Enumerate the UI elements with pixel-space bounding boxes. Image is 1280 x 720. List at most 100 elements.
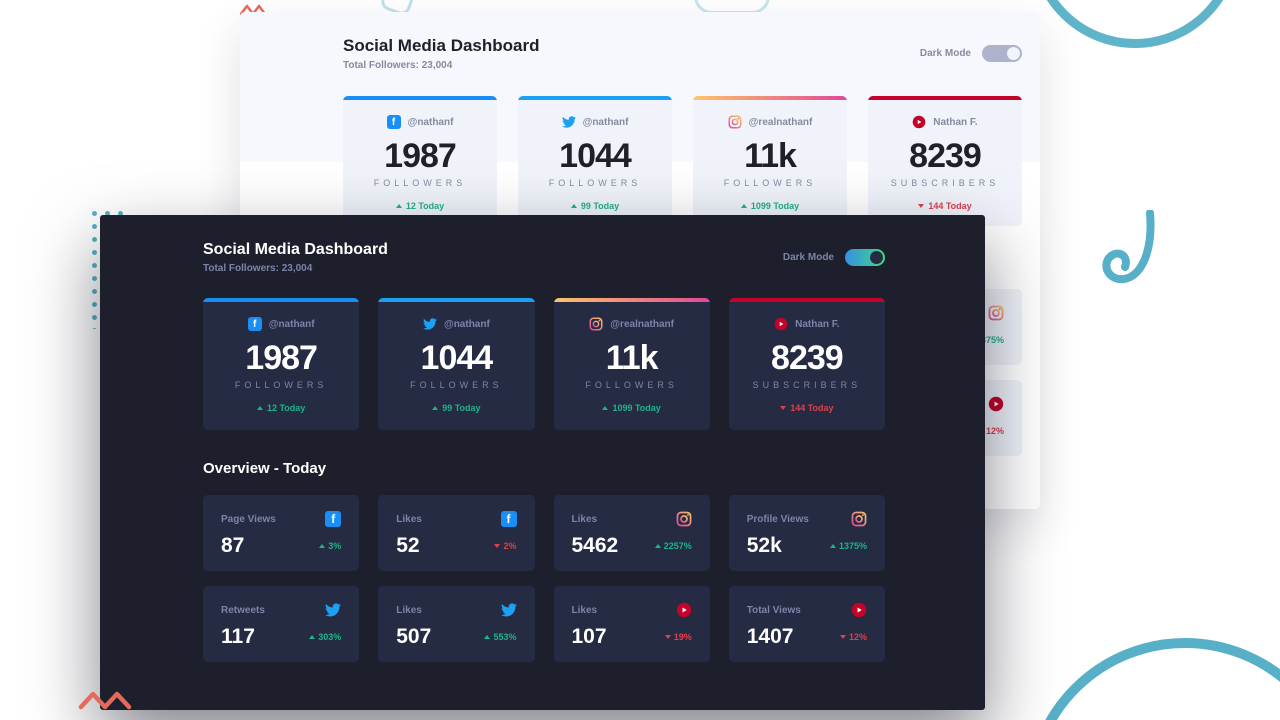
- overview-card-facebook-likes: Likes 52 2%: [378, 495, 535, 571]
- header-titles: Social Media Dashboard Total Followers: …: [203, 241, 388, 274]
- youtube-icon: [851, 602, 867, 618]
- follower-label: FOLLOWERS: [548, 178, 642, 188]
- account-handle: @nathanf: [407, 116, 454, 128]
- follower-count: 1987: [384, 137, 457, 175]
- change-value: 19%: [673, 632, 692, 642]
- overview-card-grid: Page Views 87 3% Likes 52 2% Likes 5462 225…: [203, 495, 885, 662]
- account-handle: @realnathanf: [748, 116, 813, 128]
- metric-title: Total Views: [746, 604, 801, 616]
- follower-card-grid: @nathanf 1987 FOLLOWERS 12 Today @nathan…: [343, 96, 1022, 226]
- change-value: 12 Today: [405, 201, 445, 211]
- twitter-icon: [500, 603, 517, 617]
- dark-mode-control: Dark Mode: [783, 249, 885, 266]
- follower-label: FOLLOWERS: [410, 380, 503, 390]
- follower-card-instagram: @realnathanf 11k FOLLOWERS 1099 Today: [693, 96, 847, 226]
- metric-value: 1407: [746, 625, 794, 648]
- instagram-icon: [988, 305, 1004, 321]
- total-followers: Total Followers: 23,004: [343, 60, 453, 71]
- up-arrow-icon: [309, 635, 316, 639]
- change-value: 99 Today: [442, 403, 481, 413]
- down-arrow-icon: [664, 635, 671, 639]
- follower-card-grid: @nathanf 1987 FOLLOWERS 12 Today @nathan…: [203, 298, 885, 430]
- metric-change: 303%: [309, 632, 341, 642]
- twitter-icon: [325, 603, 342, 617]
- follower-card-instagram: @realnathanf 11k FOLLOWERS 1099 Today: [553, 298, 710, 430]
- metric-value: 507: [396, 625, 432, 648]
- change-value: 1375%: [838, 541, 867, 551]
- metric-change: 553%: [484, 632, 517, 642]
- down-arrow-icon: [839, 635, 846, 639]
- follower-count: 1987: [245, 339, 318, 377]
- overview-title: Overview - Today: [203, 460, 327, 477]
- instagram-icon: [851, 511, 867, 527]
- change-today: 99 Today: [378, 403, 534, 413]
- change-value: 2257%: [663, 541, 692, 551]
- metric-change: 19%: [664, 632, 692, 642]
- follower-card-twitter: @nathanf 1044 FOLLOWERS 99 Today: [378, 298, 535, 430]
- follower-count: 1044: [559, 137, 632, 175]
- metric-title: Profile Views: [746, 513, 809, 525]
- page-title: Social Media Dashboard: [203, 241, 388, 258]
- dashboard-header: Social Media Dashboard Total Followers: …: [343, 36, 1022, 71]
- facebook-icon: [247, 317, 262, 331]
- change-value: 1375%: [975, 335, 1004, 345]
- up-arrow-icon: [570, 204, 577, 208]
- metric-change: 12%: [839, 632, 867, 642]
- twitter-icon: [561, 116, 576, 128]
- up-arrow-icon: [484, 635, 491, 639]
- change-value: 303%: [318, 632, 342, 642]
- metric-title: Likes: [396, 604, 422, 616]
- change-value: 144 Today: [790, 403, 834, 413]
- dark-mode-toggle[interactable]: [845, 249, 885, 266]
- metric-change: 1375%: [829, 541, 867, 551]
- follower-count: 11k: [605, 339, 659, 377]
- change-value: 1099 Today: [750, 201, 800, 211]
- metric-value: 87: [221, 534, 245, 557]
- follower-label: FOLLOWERS: [234, 380, 328, 390]
- change-value: 12 Today: [266, 403, 306, 413]
- follower-card-youtube: Nathan F. 8239 SUBSCRIBERS 144 Today: [728, 298, 885, 430]
- change-value: 144 Today: [928, 201, 972, 211]
- down-arrow-icon: [494, 544, 501, 548]
- toggle-knob: [1007, 47, 1020, 60]
- up-arrow-icon: [256, 406, 263, 410]
- follower-label: FOLLOWERS: [585, 380, 678, 390]
- metric-title: Retweets: [221, 604, 265, 616]
- follower-label: FOLLOWERS: [723, 178, 817, 188]
- hook-decoration: [1102, 210, 1155, 284]
- metric-change: 3%: [319, 541, 341, 551]
- metric-value: 5462: [571, 534, 619, 557]
- toggle-knob: [870, 251, 883, 264]
- up-arrow-icon: [432, 406, 439, 410]
- follower-label: FOLLOWERS: [373, 178, 467, 188]
- overview-card-twitter-retweets: Retweets 117 303%: [203, 586, 360, 662]
- change-value: 553%: [493, 632, 517, 642]
- account-handle: @nathanf: [443, 318, 490, 330]
- dashboard-header: Social Media Dashboard Total Followers: …: [203, 241, 885, 274]
- account-handle: Nathan F.: [933, 116, 978, 128]
- up-arrow-icon: [319, 544, 326, 548]
- up-arrow-icon: [829, 544, 836, 548]
- dark-mode-control: Dark Mode: [920, 45, 1022, 62]
- follower-count: 8239: [909, 137, 982, 175]
- follower-card-facebook: @nathanf 1987 FOLLOWERS 12 Today: [203, 298, 360, 430]
- overview-card-twitter-likes: Likes 507 553%: [378, 586, 535, 662]
- youtube-icon: [676, 602, 691, 618]
- account-handle: Nathan F.: [795, 318, 840, 330]
- follower-card-youtube: Nathan F. 8239 SUBSCRIBERS 144 Today: [868, 96, 1022, 226]
- change-today: 144 Today: [868, 201, 1022, 211]
- account-handle: @nathanf: [582, 116, 629, 128]
- overview-card-facebook-page-views: Page Views 87 3%: [203, 495, 360, 571]
- follower-label: SUBSCRIBERS: [752, 380, 862, 390]
- change-value: 99 Today: [580, 201, 620, 211]
- change-value: 1099 Today: [612, 403, 661, 413]
- facebook-icon: [500, 511, 517, 527]
- overview-card-instagram-profile-views: Profile Views 52k 1375%: [728, 495, 885, 571]
- overview-card-instagram-likes: Likes 5462 2257%: [553, 495, 710, 571]
- change-today: 12 Today: [203, 403, 359, 413]
- down-arrow-icon: [780, 406, 787, 410]
- follower-count: 11k: [744, 137, 797, 175]
- metric-change: 2%: [494, 541, 517, 551]
- dark-mode-toggle[interactable]: [982, 45, 1022, 62]
